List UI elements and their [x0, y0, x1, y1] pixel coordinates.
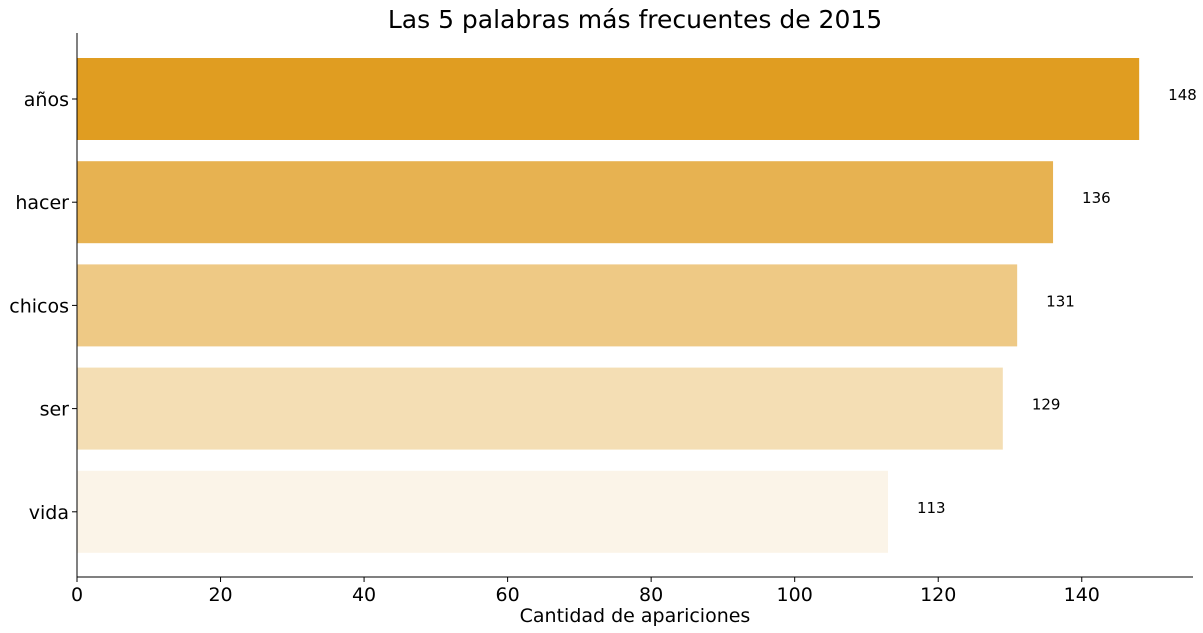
x-tick-label-4: 80 [639, 584, 663, 606]
category-label-3: ser [40, 399, 70, 421]
value-label-1: 136 [1082, 189, 1111, 207]
value-labels-group: 148 136 131 129 113 [917, 86, 1197, 517]
category-label-0: años [24, 89, 69, 111]
bar-4 [77, 470, 888, 553]
x-axis-title: Cantidad de apariciones [520, 605, 751, 627]
bars-group [77, 58, 1140, 553]
category-labels-group: años hacer chicos ser vida [9, 89, 77, 524]
value-label-4: 113 [917, 499, 946, 517]
x-ticks-group: 0 20 40 60 80 100 120 140 [71, 577, 1100, 606]
x-tick-label-5: 100 [777, 584, 813, 606]
x-tick-label-1: 20 [208, 584, 232, 606]
value-label-3: 129 [1032, 396, 1061, 414]
bar-3 [77, 367, 1003, 450]
chart-title: Las 5 palabras más frecuentes de 2015 [388, 5, 882, 34]
bar-1 [77, 161, 1054, 244]
category-label-1: hacer [15, 192, 69, 214]
value-label-2: 131 [1046, 292, 1075, 310]
bar-0 [77, 58, 1140, 140]
bar-2 [77, 264, 1018, 347]
x-tick-label-2: 40 [352, 584, 376, 606]
category-label-4: vida [29, 502, 69, 524]
x-tick-label-6: 120 [920, 584, 956, 606]
value-label-0: 148 [1168, 86, 1197, 104]
x-tick-label-0: 0 [71, 584, 83, 606]
x-tick-label-7: 140 [1064, 584, 1100, 606]
category-label-2: chicos [9, 295, 69, 317]
x-tick-label-3: 60 [496, 584, 520, 606]
